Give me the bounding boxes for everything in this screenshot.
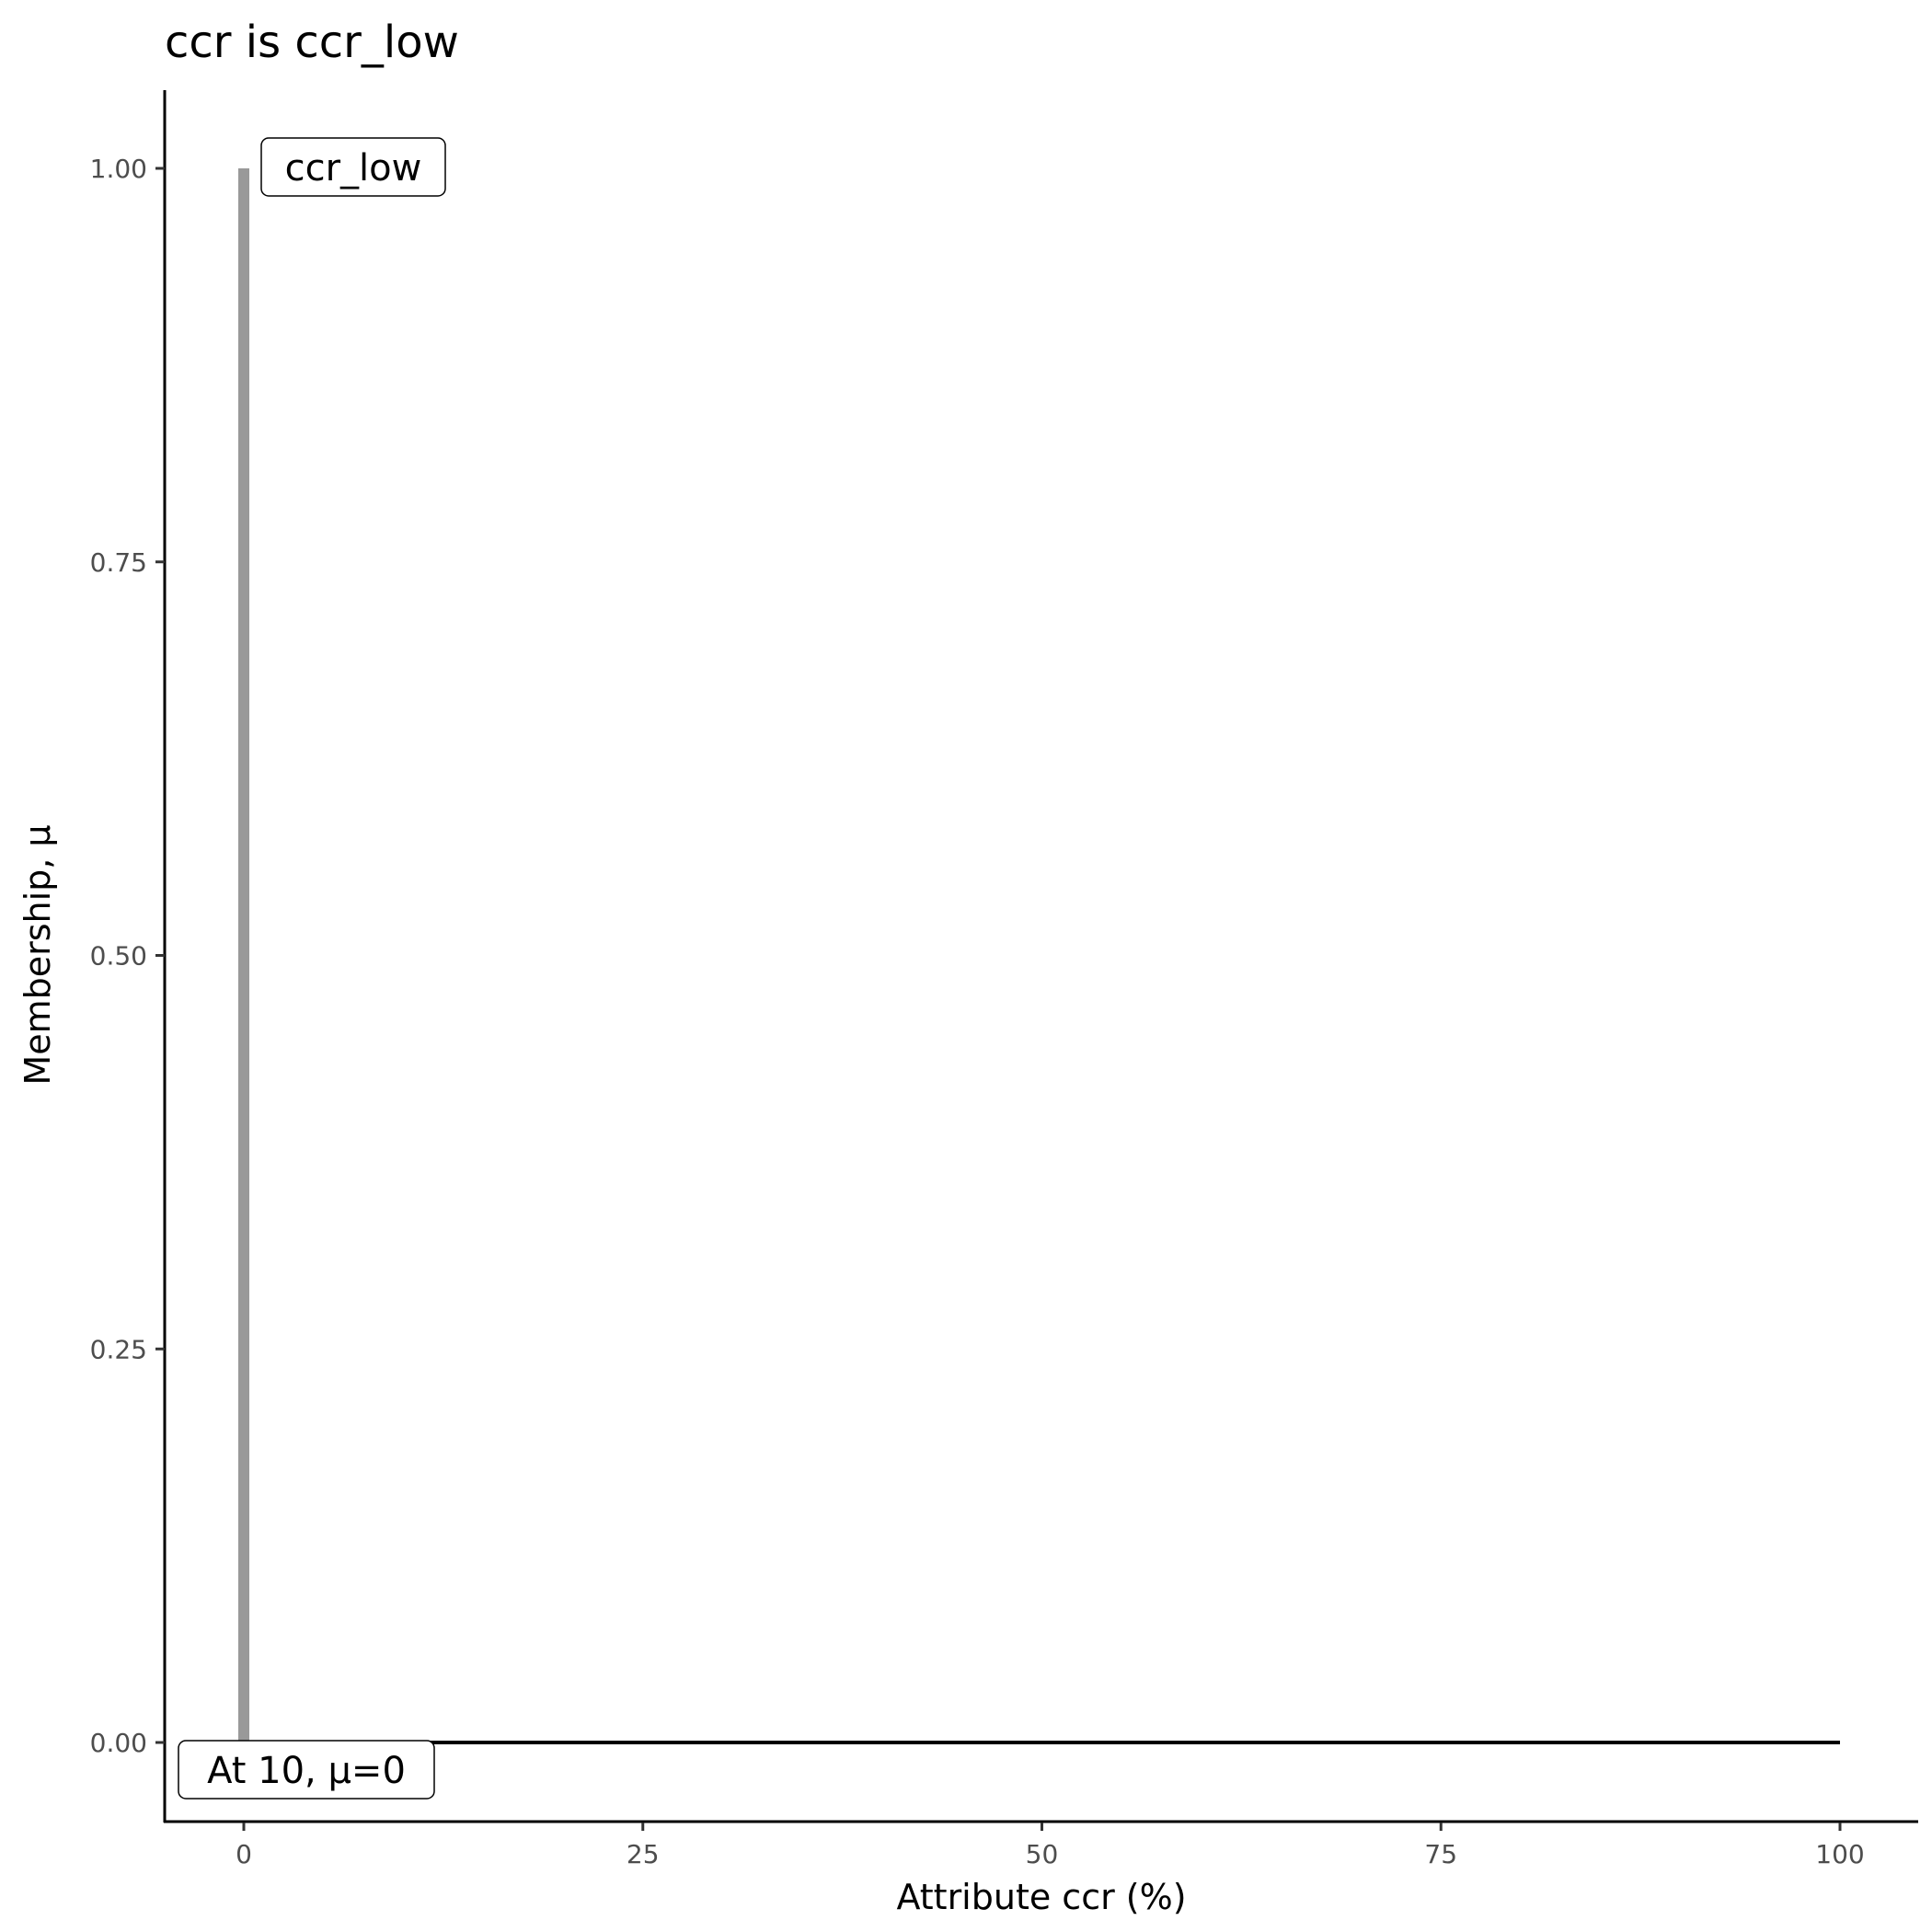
y-tick-label: 0.75: [90, 547, 147, 578]
label-ccr-low-text: ccr_low: [285, 147, 422, 190]
x-tick-label: 75: [1424, 1839, 1457, 1869]
x-tick-label: 25: [627, 1839, 660, 1869]
x-tick-label: 100: [1815, 1839, 1864, 1869]
x-tick-label: 50: [1026, 1839, 1059, 1869]
y-tick-label: 0.00: [90, 1728, 147, 1758]
label-at-value: At 10, μ=0: [178, 1740, 435, 1800]
x-tick-label: 0: [236, 1839, 252, 1869]
x-axis-title: Attribute ccr (%): [896, 1877, 1186, 1917]
y-tick-label: 1.00: [90, 154, 147, 184]
label-ccr-low: ccr_low: [260, 137, 446, 197]
y-tick-label: 0.50: [90, 941, 147, 972]
label-at-value-text: At 10, μ=0: [207, 1750, 406, 1792]
y-axis-title: Membership, μ: [17, 824, 58, 1085]
y-tick-label: 0.25: [90, 1334, 147, 1364]
chart-title: ccr is ccr_low: [165, 17, 459, 68]
